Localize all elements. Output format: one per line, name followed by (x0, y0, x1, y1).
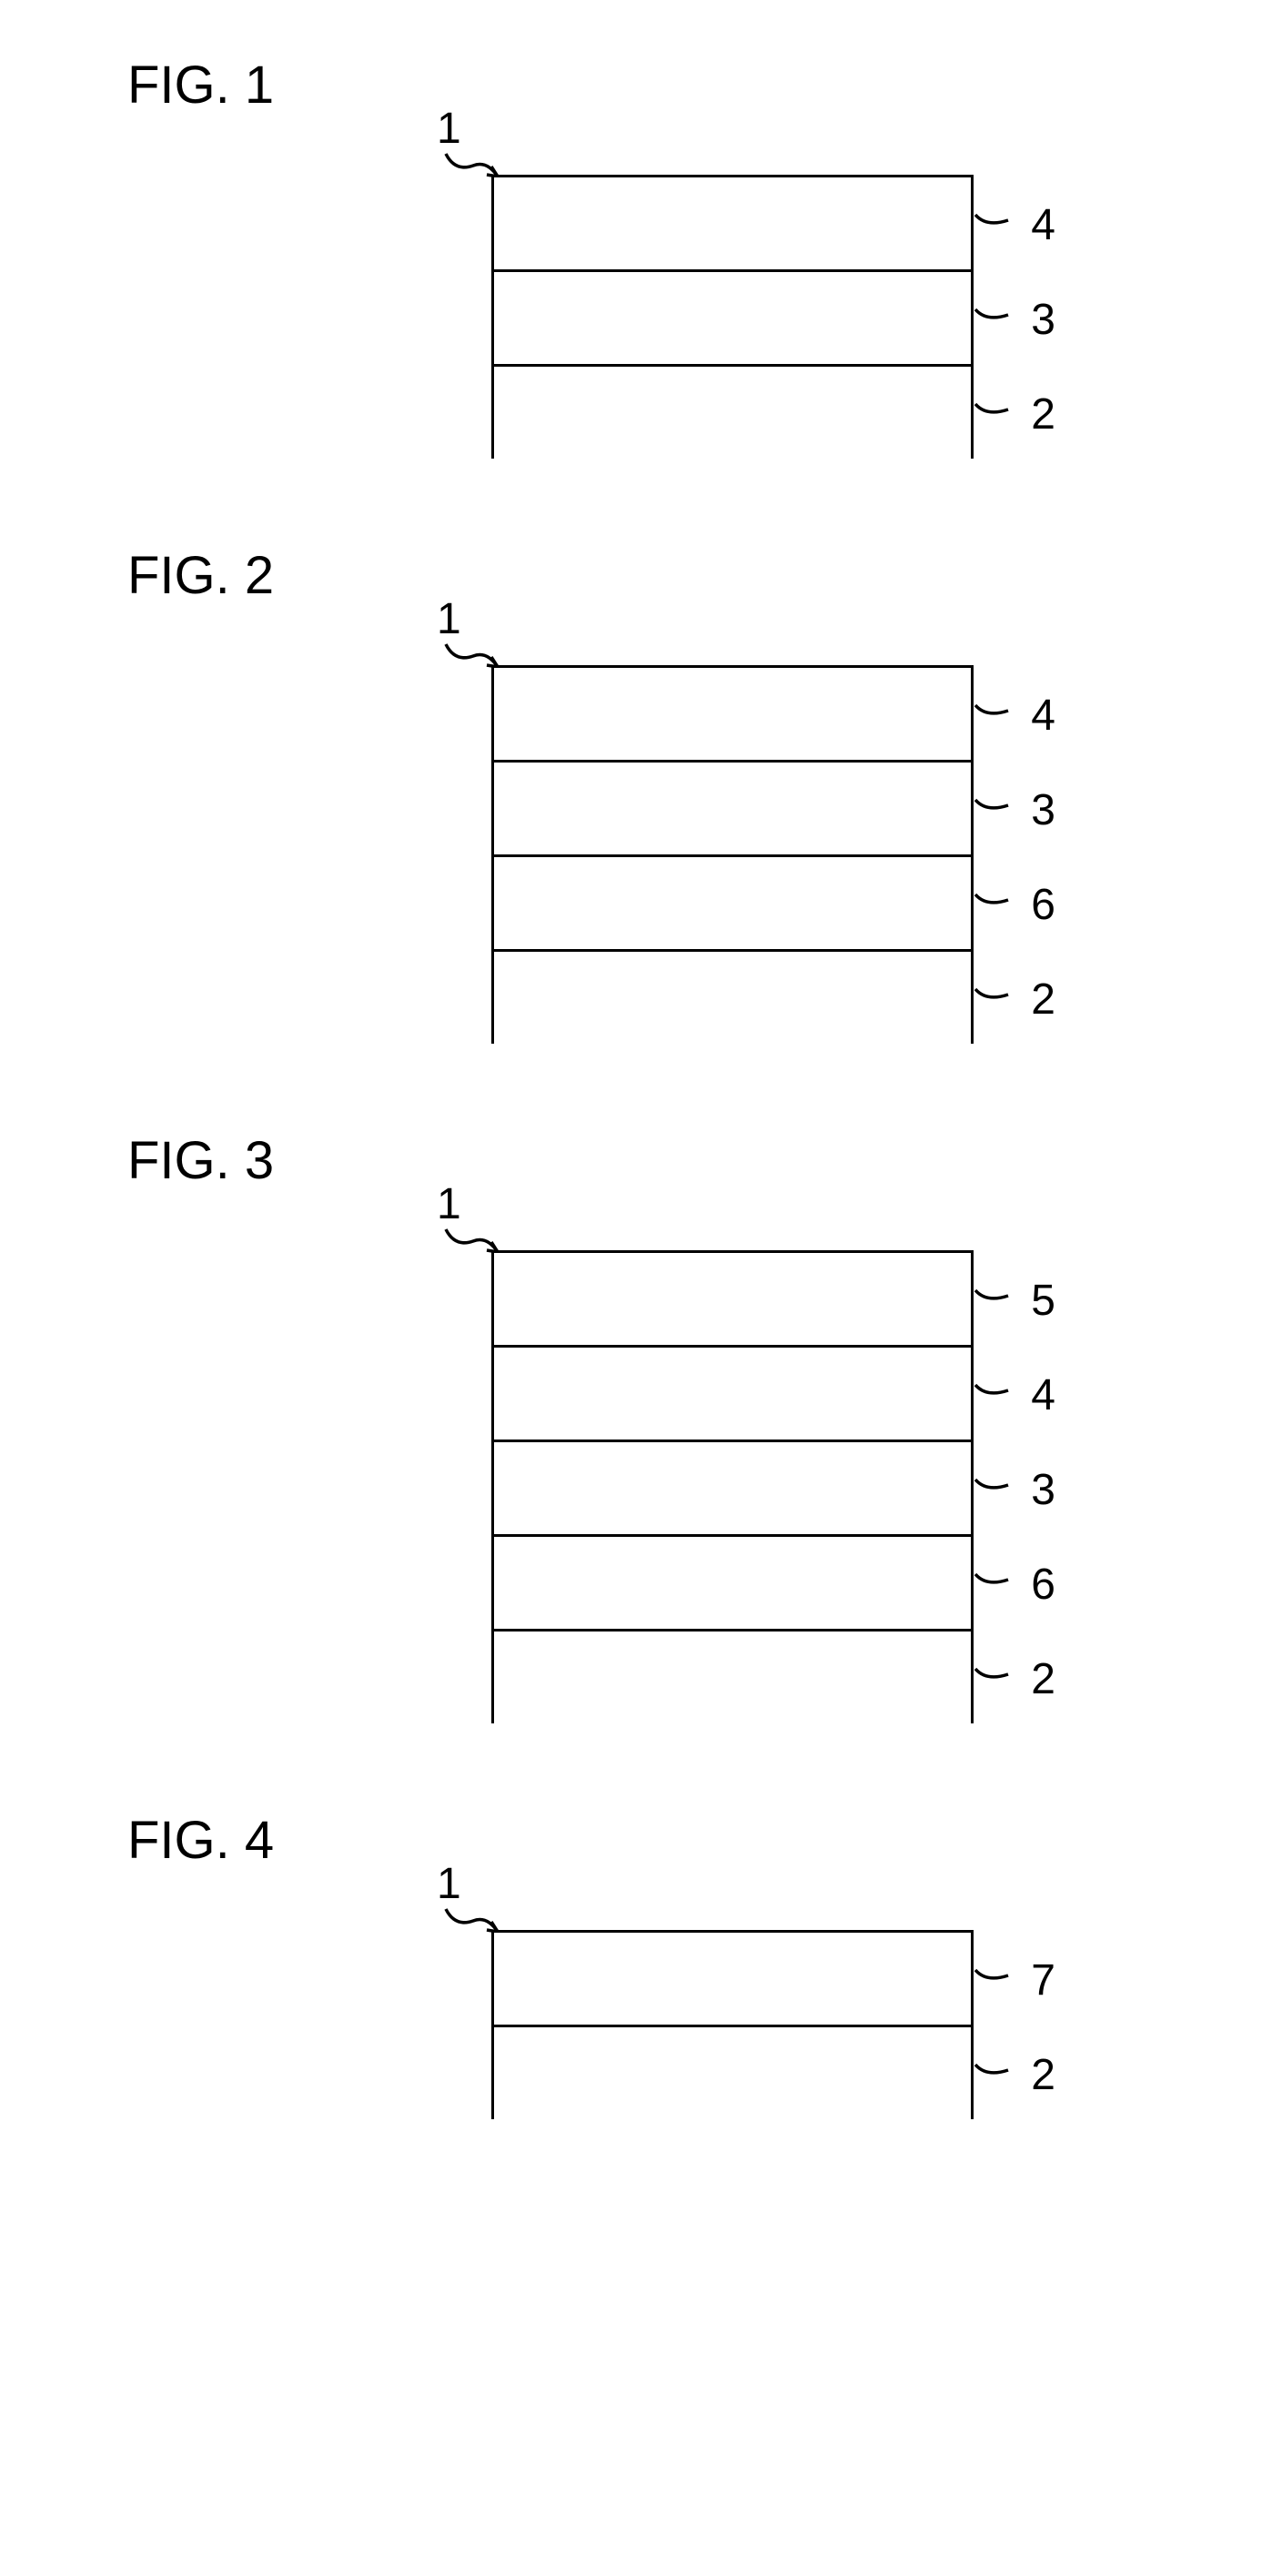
tick-mark (974, 213, 1010, 231)
layer (491, 665, 974, 760)
figure-2: FIG. 2 1 4 3 (127, 545, 1272, 1048)
diagram-container: 1 4 3 2 (355, 157, 1272, 463)
layer-label: 2 (1031, 389, 1055, 439)
tick-mark (974, 893, 1010, 911)
figure-label: FIG. 1 (127, 55, 1272, 116)
diagram-container: 1 5 4 3 (355, 1232, 1272, 1728)
layer (491, 1629, 974, 1723)
layer-label: 3 (1031, 1465, 1055, 1515)
assembly-label: 1 (437, 1859, 461, 1909)
figure-4: FIG. 4 1 7 2 (127, 1810, 1272, 2124)
tick-mark (974, 1288, 1010, 1307)
layer (491, 949, 974, 1044)
layer-label: 4 (1031, 1370, 1055, 1420)
layer-stack: 4 3 6 2 (491, 665, 974, 1044)
tick-mark (974, 987, 1010, 1005)
tick-mark (974, 798, 1010, 816)
tick-mark (974, 1478, 1010, 1496)
layer (491, 854, 974, 949)
figure-label: FIG. 4 (127, 1810, 1272, 1871)
diagram-container: 1 4 3 6 (355, 647, 1272, 1048)
assembly-label: 1 (437, 104, 461, 154)
tick-mark (974, 1968, 1010, 1986)
layer-stack: 7 2 (491, 1930, 974, 2119)
tick-mark (974, 1572, 1010, 1591)
layer (491, 2025, 974, 2119)
layer-label: 5 (1031, 1276, 1055, 1326)
layer (491, 1250, 974, 1345)
tick-mark (974, 2063, 1010, 2081)
tick-mark (974, 308, 1010, 326)
layer (491, 175, 974, 269)
layer-label: 3 (1031, 785, 1055, 835)
layer-label: 2 (1031, 2050, 1055, 2100)
layer-label: 2 (1031, 975, 1055, 1025)
figure-1: FIG. 1 1 4 3 2 (127, 55, 1272, 463)
layer-label: 2 (1031, 1654, 1055, 1704)
layer (491, 364, 974, 459)
layer (491, 1440, 974, 1534)
tick-mark (974, 1667, 1010, 1685)
layer-label: 7 (1031, 1955, 1055, 2005)
layer (491, 760, 974, 854)
figure-label: FIG. 3 (127, 1130, 1272, 1191)
tick-mark (974, 703, 1010, 722)
figure-label: FIG. 2 (127, 545, 1272, 606)
diagram-container: 1 7 2 (355, 1912, 1272, 2124)
layer (491, 1930, 974, 2025)
tick-mark (974, 402, 1010, 420)
layer (491, 1345, 974, 1440)
layer (491, 269, 974, 364)
assembly-label: 1 (437, 594, 461, 644)
layer-label: 6 (1031, 880, 1055, 930)
layer-label: 6 (1031, 1560, 1055, 1610)
layer (491, 1534, 974, 1629)
layer-stack: 4 3 2 (491, 175, 974, 459)
tick-mark (974, 1383, 1010, 1401)
layer-stack: 5 4 3 6 2 (491, 1250, 974, 1723)
layer-label: 4 (1031, 691, 1055, 741)
figure-3: FIG. 3 1 5 4 (127, 1130, 1272, 1728)
layer-label: 3 (1031, 295, 1055, 345)
assembly-label: 1 (437, 1179, 461, 1229)
layer-label: 4 (1031, 200, 1055, 250)
